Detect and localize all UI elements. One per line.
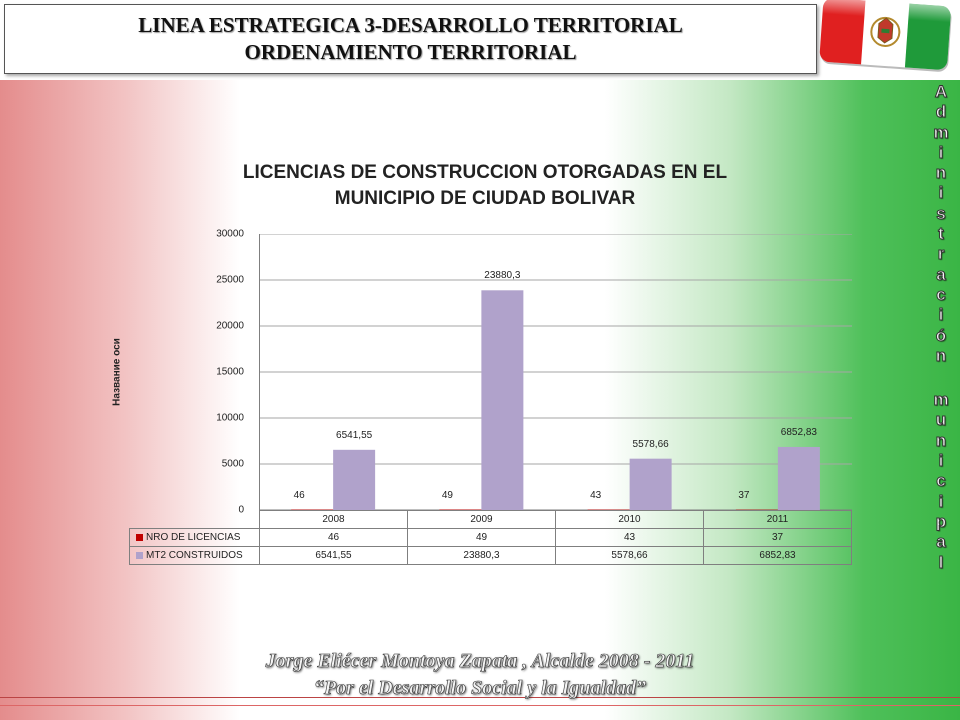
table-cell: 46 <box>259 528 408 547</box>
side-letter: r <box>937 244 945 264</box>
data-label: 37 <box>738 489 750 501</box>
y-axis-label-text: Название оси <box>111 338 123 406</box>
data-label: 6541,55 <box>336 429 373 441</box>
side-letter: n <box>935 163 947 183</box>
data-table-row-mt2: MT2 CONSTRUIDOS 6541,55 23880,3 5578,66 … <box>129 546 852 565</box>
y-tick-label: 0 <box>238 504 244 516</box>
side-letter: a <box>936 532 946 552</box>
side-letter: i <box>938 183 944 203</box>
data-label: 6852,83 <box>780 426 817 438</box>
flag-logo <box>819 0 952 72</box>
footer-divider <box>0 705 960 706</box>
data-table: 2008 2009 2010 2011 NRO DE LICENCIAS 46 … <box>129 510 852 565</box>
side-letter: t <box>938 224 945 244</box>
side-letter: n <box>935 430 947 450</box>
category-label: 2008 <box>259 510 408 529</box>
y-tick-label: 30000 <box>216 228 244 240</box>
data-label: 49 <box>441 489 453 501</box>
side-letter: a <box>936 264 946 284</box>
data-label: 43 <box>590 489 602 501</box>
side-letter: p <box>935 511 947 531</box>
side-letter: A <box>934 81 948 101</box>
slide-title-line2: ORDENAMIENTO TERRITORIAL <box>244 40 577 64</box>
legend-label: NRO DE LICENCIAS <box>146 532 241 543</box>
bar-mt2-2011 <box>777 446 820 510</box>
side-letter: c <box>936 471 946 491</box>
data-label: 23880,3 <box>484 270 521 282</box>
side-letter: u <box>935 410 947 430</box>
side-letter: ó <box>935 325 947 345</box>
side-letter: d <box>935 102 947 122</box>
table-cell: 43 <box>555 528 704 547</box>
footer-line1: Jorge Eliécer Montoya Zapata , Alcalde 2… <box>265 650 695 673</box>
table-cell: 49 <box>407 528 556 547</box>
category-label: 2011 <box>703 510 852 529</box>
plot-area <box>259 234 852 510</box>
legend-entry-licencias: NRO DE LICENCIAS <box>129 528 260 547</box>
data-label: 5578,66 <box>632 438 669 450</box>
footer-divider <box>0 697 960 698</box>
table-cell: 37 <box>703 528 852 547</box>
side-letter: i <box>938 305 944 325</box>
chart-title-line1: LICENCIAS DE CONSTRUCCION OTORGADAS EN E… <box>242 162 728 183</box>
footer-line2: “Por el Desarrollo Social y la Igualdad” <box>313 677 647 700</box>
category-label: 2010 <box>555 510 704 529</box>
side-letter: i <box>938 142 944 162</box>
slide-title: LINEA ESTRATEGICA 3-DESARROLLO TERRITORI… <box>4 4 817 74</box>
table-cell: 6852,83 <box>703 546 852 565</box>
y-tick-label: 25000 <box>216 274 244 286</box>
legend-entry-mt2: MT2 CONSTRUIDOS <box>129 546 260 565</box>
y-tick-label: 20000 <box>216 320 244 332</box>
side-letter: n <box>935 345 947 365</box>
y-tick-label: 15000 <box>216 366 244 378</box>
legend-label: MT2 CONSTRUIDOS <box>146 550 243 561</box>
y-tick-label: 5000 <box>221 458 244 470</box>
table-cell: 6541,55 <box>259 546 408 565</box>
side-letter: m <box>933 122 949 142</box>
side-letter: l <box>938 552 944 572</box>
table-cell: 23880,3 <box>407 546 556 565</box>
side-letter: c <box>936 284 946 304</box>
bar-mt2-2010 <box>629 458 672 510</box>
side-letter: m <box>933 390 949 410</box>
side-letter: i <box>938 451 944 471</box>
slide-title-line1: LINEA ESTRATEGICA 3-DESARROLLO TERRITORI… <box>138 13 683 37</box>
data-table-row-licencias: NRO DE LICENCIAS 46 49 43 37 <box>129 528 852 547</box>
y-tick-label: 10000 <box>216 412 244 424</box>
side-letter: i <box>938 491 944 511</box>
bar-mt2-2008 <box>333 449 376 510</box>
footer-text: Jorge Eliécer Montoya Zapata , Alcalde 2… <box>0 648 960 702</box>
data-label: 46 <box>293 489 305 501</box>
bar-mt2-2009 <box>481 290 524 510</box>
table-cell: 5578,66 <box>555 546 704 565</box>
side-letter: s <box>936 203 946 223</box>
legend-key-red <box>136 533 143 541</box>
legend-key-purple <box>136 551 143 559</box>
side-gap <box>926 366 956 390</box>
chart-title: LICENCIAS DE CONSTRUCCION OTORGADAS EN E… <box>205 160 765 212</box>
category-label: 2009 <box>407 510 556 529</box>
chart-title-line2: MUNICIPIO DE CIUDAD BOLIVAR <box>334 188 636 209</box>
data-table-header-row: 2008 2009 2010 2011 <box>130 510 852 529</box>
